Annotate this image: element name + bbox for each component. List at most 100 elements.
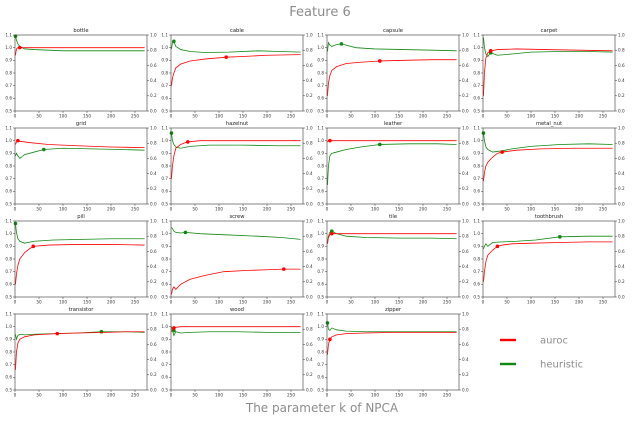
heuristic-marker (13, 34, 18, 39)
panel-frame (326, 34, 460, 112)
right-tick-label: 0.6 (150, 63, 157, 68)
auroc-line (483, 241, 613, 282)
x-tick-label: 150 (395, 207, 403, 212)
right-tick-label: 0.6 (150, 249, 157, 254)
heuristic-line (171, 227, 301, 240)
right-tick-label: 0.8 (150, 141, 157, 146)
x-tick-label: 250 (287, 300, 295, 305)
right-tick-label: 0.6 (462, 63, 469, 68)
left-tick-label: 0.8 (473, 70, 480, 75)
right-tick-label: 0.2 (618, 279, 625, 284)
x-tick-label: 100 (371, 207, 379, 212)
panel-transistor: transistor 0.5 0.6 0.7 0.8 0.9 1.0 1.1 0.0 0.2 0.4… (5, 307, 157, 398)
left-tick-label: 0.6 (5, 375, 12, 380)
x-tick-label: 0 (170, 300, 173, 305)
heuristic-line (327, 322, 457, 333)
left-tick-label: 0.7 (473, 176, 480, 181)
panel-title: zipper (385, 307, 402, 313)
x-tick-label: 0 (14, 300, 17, 305)
left-tick-label: 0.6 (473, 282, 480, 287)
x-tick-label: 150 (551, 114, 559, 119)
right-tick-label: 1.0 (306, 32, 313, 37)
panel-screw: screw 0.5 0.6 0.7 0.8 0.9 1.0 1.1 0.0 0.2 0.4 0.6 0.… (161, 214, 313, 305)
panel-frame (14, 34, 148, 112)
x-tick-label: 50 (192, 393, 198, 398)
left-tick-label: 0.5 (161, 294, 168, 299)
right-tick-label: 0.8 (150, 48, 157, 53)
left-tick-label: 0.6 (161, 189, 168, 194)
left-tick-label: 1.0 (5, 45, 12, 50)
panel-title: metal_nut (536, 121, 562, 127)
left-tick-label: 0.5 (473, 108, 480, 113)
x-tick-label: 200 (575, 207, 583, 212)
right-tick-label: 1.0 (618, 32, 625, 37)
left-tick-label: 0.9 (5, 337, 12, 342)
auroc-marker (186, 140, 190, 144)
x-tick-label: 250 (287, 393, 295, 398)
panel-tile: tile 0.5 0.6 0.7 0.8 0.9 1.0 1.1 0.0 0.2 0.4 0.6 0.8… (317, 214, 469, 305)
heuristic-line (327, 41, 457, 52)
panel-title: toothbrush (535, 214, 563, 220)
panel-title: pill (77, 214, 85, 220)
left-tick-label: 0.7 (317, 362, 324, 367)
x-tick-label: 0 (326, 207, 329, 212)
x-tick-label: 0 (482, 207, 485, 212)
auroc-marker (224, 55, 228, 59)
right-tick-label: 0.6 (618, 63, 625, 68)
right-tick-label: 0.8 (462, 234, 469, 239)
x-tick-label: 200 (107, 207, 115, 212)
figure-title: Feature 6 (289, 5, 351, 20)
x-tick-label: 200 (107, 393, 115, 398)
left-tick-label: 0.7 (5, 362, 12, 367)
panel-frame (14, 220, 148, 298)
left-tick-label: 0.5 (317, 294, 324, 299)
left-tick-label: 0.8 (161, 256, 168, 261)
heuristic-marker (13, 221, 18, 226)
x-tick-label: 0 (482, 300, 485, 305)
x-tick-label: 150 (395, 114, 403, 119)
panel-frame (482, 220, 616, 298)
panel-frame (14, 127, 148, 205)
left-tick-label: 0.8 (5, 70, 12, 75)
x-tick-label: 200 (419, 300, 427, 305)
left-tick-label: 0.7 (317, 176, 324, 181)
auroc-marker (328, 337, 332, 342)
panel-toothbrush: toothbrush 0.5 0.6 0.7 0.8 0.9 1.0 1.1 0.0 0.2 0.4… (473, 214, 625, 305)
auroc-line (171, 326, 301, 332)
right-tick-label: 0.2 (150, 93, 157, 98)
right-tick-label: 0.6 (306, 249, 313, 254)
auroc-marker (18, 45, 22, 50)
left-tick-label: 1.1 (5, 125, 12, 130)
x-tick-label: 150 (395, 393, 403, 398)
right-tick-label: 1.0 (150, 32, 157, 37)
auroc-marker (31, 244, 36, 249)
right-tick-label: 0.8 (462, 48, 469, 53)
right-tick-label: 0.6 (150, 156, 157, 161)
right-tick-label: 0.4 (462, 78, 469, 83)
left-tick-label: 1.1 (473, 218, 480, 223)
panel-hazelnut: hazelnut 0.5 0.6 0.7 0.8 0.9 1.0 1.1 0.0 0.2 0.4 0.… (161, 121, 313, 212)
left-tick-label: 0.8 (161, 163, 168, 168)
panel-frame (14, 313, 148, 391)
right-tick-label: 0.8 (618, 234, 625, 239)
right-tick-label: 0.6 (306, 63, 313, 68)
right-tick-label: 0.0 (462, 108, 469, 113)
left-tick-label: 0.5 (317, 108, 324, 113)
heuristic-line (483, 235, 613, 250)
auroc-line (15, 47, 145, 56)
right-tick-label: 0.0 (150, 108, 157, 113)
auroc-line (327, 233, 457, 244)
left-tick-label: 0.8 (5, 349, 12, 354)
right-tick-label: 0.4 (306, 357, 313, 362)
panel-leather: leather 0.5 0.6 0.7 0.8 0.9 1.0 1.1 0.0 0.2 0.4 0.6… (317, 121, 469, 212)
left-tick-label: 1.1 (317, 125, 324, 130)
x-tick-label: 100 (59, 114, 67, 119)
right-tick-label: 0.8 (462, 327, 469, 332)
left-tick-label: 1.1 (473, 32, 480, 37)
x-tick-label: 250 (131, 300, 139, 305)
auroc-marker (328, 138, 332, 143)
right-tick-label: 0.2 (462, 93, 469, 98)
panel-bottle: bottle 0.5 0.6 0.7 0.8 0.9 1.0 1.1 0.0 0.2 0.4 0.6 0… (5, 28, 157, 119)
